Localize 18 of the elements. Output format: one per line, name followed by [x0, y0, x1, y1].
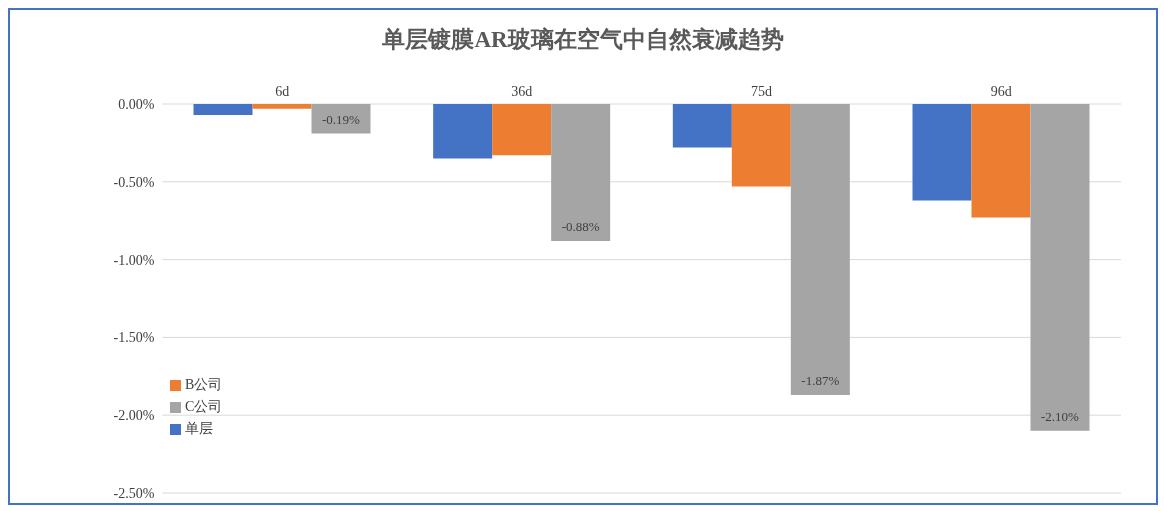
legend-label: B公司	[185, 377, 223, 392]
chart-title: 单层镀膜AR玻璃在空气中自然衰减趋势	[381, 26, 785, 54]
x-tick-label: 36d	[511, 84, 533, 99]
y-tick-label: -1.50%	[113, 330, 155, 346]
y-tick-label: -0.50%	[113, 174, 155, 190]
legend-label: C公司	[185, 399, 223, 414]
y-tick-label: -2.50%	[113, 485, 155, 501]
data-label: -2.10%	[1041, 408, 1080, 424]
x-tick-label: 96d	[990, 84, 1012, 99]
data-label: -0.88%	[561, 218, 600, 234]
y-tick-label: 0.00%	[118, 96, 155, 112]
legend-label: 单层	[185, 421, 213, 436]
x-tick-label: 6d	[275, 84, 290, 99]
y-tick-label: -1.00%	[113, 252, 155, 268]
x-tick-label: 75d	[751, 84, 772, 99]
y-tick-label: -2.00%	[113, 408, 155, 424]
data-label: -1.87%	[801, 372, 840, 388]
data-label: -0.19%	[322, 111, 361, 127]
